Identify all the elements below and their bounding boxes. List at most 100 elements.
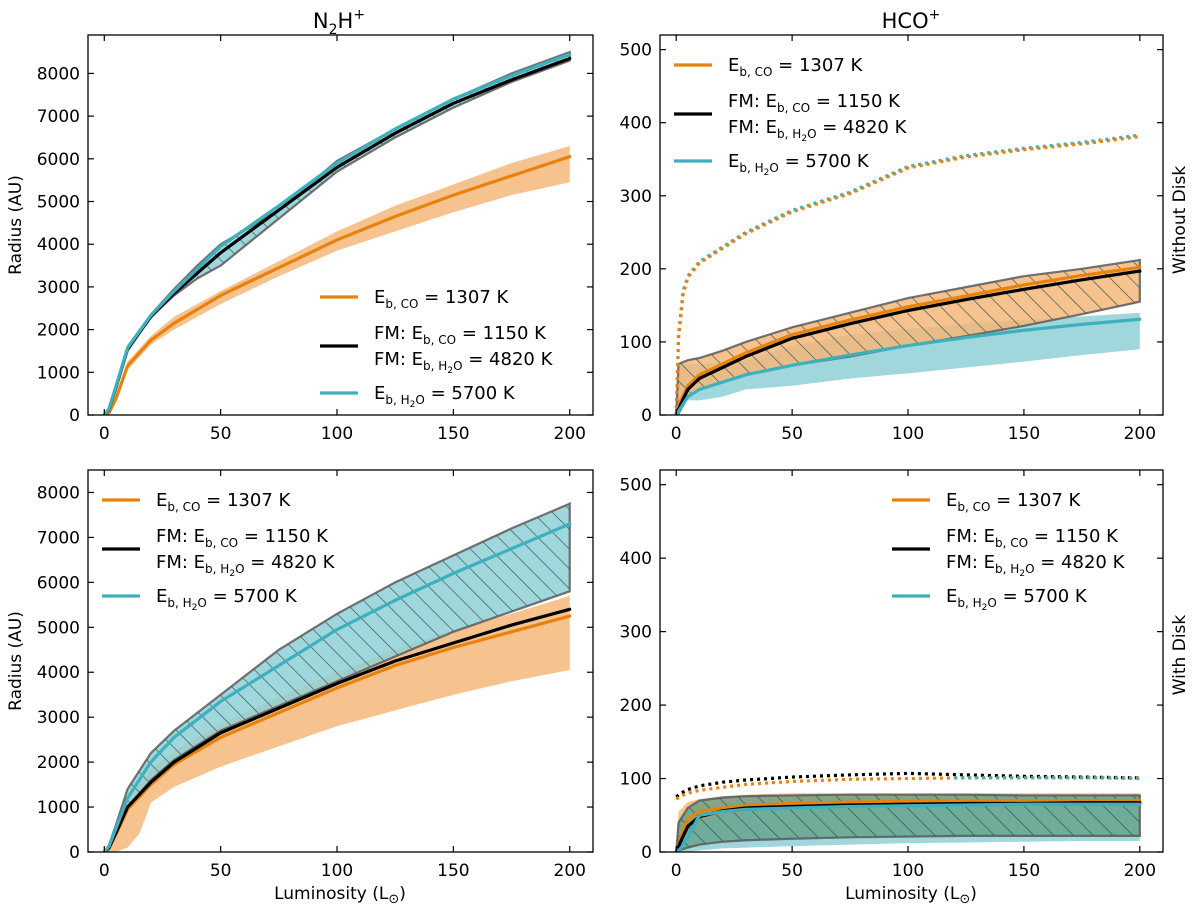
series-line-fm [102,607,572,852]
x-tick-label: 100 [321,861,353,881]
band-eb-co [104,146,570,415]
legend-label-eb-co: Eb, CO = 1307 K [156,490,292,514]
y-tick-label: 5000 [37,193,80,213]
x-tick-label: 100 [321,424,353,444]
series-line-eb-h2o [674,317,1142,415]
x-tick-label: 0 [99,861,110,881]
legend-label-eb-co: Eb, CO = 1307 K [728,55,864,79]
legend-label-fm-line2: FM: Eb, H2O = 4820 K [374,349,554,376]
y-tick-label: 100 [620,333,652,353]
plot-area [674,133,1142,415]
y-tick-label: 0 [69,406,80,426]
legend-label-eb-h2o: Eb, H2O = 5700 K [728,151,870,178]
y-tick-label: 8000 [37,64,80,84]
panel-n2h-with-disk: 0 50 100 150 2000100020003000400050006000700… [37,469,594,881]
y-tick-label: 2000 [37,753,80,773]
plot-area [102,502,572,852]
legend: Eb, CO = 1307 K FM: Eb, CO = 1150 KFM: Eb… [892,490,1126,613]
legend-label-fm-line2: FM: Eb, H2O = 4820 K [728,117,908,144]
legend-label-eb-co: Eb, CO = 1307 K [946,490,1082,514]
y-tick-label: 1000 [37,798,80,818]
legend-label-fm: FM: Eb, CO = 1150 K [946,526,1119,550]
y-tick-label: 5000 [37,618,80,638]
x-tick-label: 50 [210,861,232,881]
x-tick-label: 200 [554,861,586,881]
y-tick-label: 300 [620,187,652,207]
y-tick-label: 400 [620,549,652,569]
x-tick-label: 150 [437,861,469,881]
legend-label-fm: FM: Eb, CO = 1150 K [156,526,329,550]
panel-hco-without-disk: 0 50 100 150 200 0 100 200 300 400 500 Eb, CO = 130… [620,34,1164,444]
y-tick-label: 400 [620,114,652,134]
y-tick-label: 0 [69,843,80,863]
legend-label-eb-h2o: Eb, H2O = 5700 K [946,586,1088,613]
legend: Eb, CO = 1307 K FM: Eb, CO = 1150 KFM: Eb… [674,55,908,178]
y-tick-label: 7000 [37,528,80,548]
y-tick-label: 100 [620,770,652,790]
panel-hco-with-disk: 0 50 100 150 200 0 100 200 300 400 500 Eb, CO = 130… [620,469,1164,881]
axes-frame [87,469,594,853]
series-line-eb-co [674,798,1142,852]
y-tick-label: 300 [620,623,652,643]
y-tick-label: 7000 [37,107,80,127]
band-eb-h2o [676,312,1140,415]
y-tick-label: 2000 [37,321,80,341]
x-tick-label: 0 [671,861,682,881]
series-line-eb-co [102,155,572,415]
axes-frame [659,34,1164,416]
ylabel-bottom: Radius (AU) [6,611,26,711]
plot-area [102,50,572,415]
axes-frame [87,34,594,416]
x-tick-label: 0 [99,424,110,444]
legend-label-fm-line2: FM: Eb, H2O = 4820 K [156,552,336,579]
series-line-eb-co [674,265,1142,415]
series-line-eb-h2o [102,52,572,415]
xlabel-left: Luminosity (L⊙) [274,884,406,907]
y-tick-label: 500 [620,476,652,496]
row-title-with-disk: With Disk [1170,615,1190,696]
y-tick-label: 500 [620,41,652,61]
column-title-n2h: N2H+ [313,7,365,38]
xlabel-right: Luminosity (L⊙) [845,884,977,907]
y-tick-label: 3000 [37,278,80,298]
axes-frame [659,469,1164,853]
x-tick-label: 150 [1008,861,1040,881]
x-tick-label: 200 [554,424,586,444]
x-tick-label: 50 [781,424,803,444]
x-tick-label: 150 [437,424,469,444]
legend: Eb, CO = 1307 K FM: Eb, CO = 1150 KFM: Eb… [102,490,336,613]
series-line-eb-co-dotted [675,776,1140,801]
column-title-hco: HCO+ [882,7,941,33]
series-line-eb-h2o [102,522,572,852]
y-tick-label: 8000 [37,483,80,503]
y-tick-label: 6000 [37,150,80,170]
band-hatch-eb-h2o [103,502,571,852]
legend-label-fm-line2: FM: Eb, H2O = 4820 K [946,552,1126,579]
x-tick-label: 200 [1124,861,1156,881]
x-tick-label: 50 [210,424,232,444]
legend-label-eb-co: Eb, CO = 1307 K [374,287,510,311]
x-tick-label: 150 [1008,424,1040,444]
x-tick-label: 200 [1124,424,1156,444]
x-tick-label: 100 [892,861,924,881]
series-line-eb-h2o [674,802,1142,852]
plot-area [674,771,1142,852]
panel-n2h-without-disk: 0 50 100 150 2000100020003000400050006000700… [37,34,594,444]
x-tick-label: 0 [671,424,682,444]
y-tick-label: 4000 [37,663,80,683]
y-tick-label: 0 [641,406,652,426]
series-line-fm [674,269,1142,415]
row-title-without-disk: Without Disk [1170,166,1190,275]
y-tick-label: 200 [620,260,652,280]
legend-label-fm: FM: Eb, CO = 1150 K [374,323,547,347]
y-tick-label: 4000 [37,235,80,255]
legend-label-fm: FM: Eb, CO = 1150 K [728,91,901,115]
y-tick-label: 200 [620,696,652,716]
y-tick-label: 0 [641,843,652,863]
y-tick-label: 1000 [37,363,80,383]
y-tick-label: 6000 [37,573,80,593]
ylabel-top: Radius (AU) [6,175,26,275]
x-tick-label: 100 [892,424,924,444]
series-line-eb-h2o-dotted [954,776,1140,781]
